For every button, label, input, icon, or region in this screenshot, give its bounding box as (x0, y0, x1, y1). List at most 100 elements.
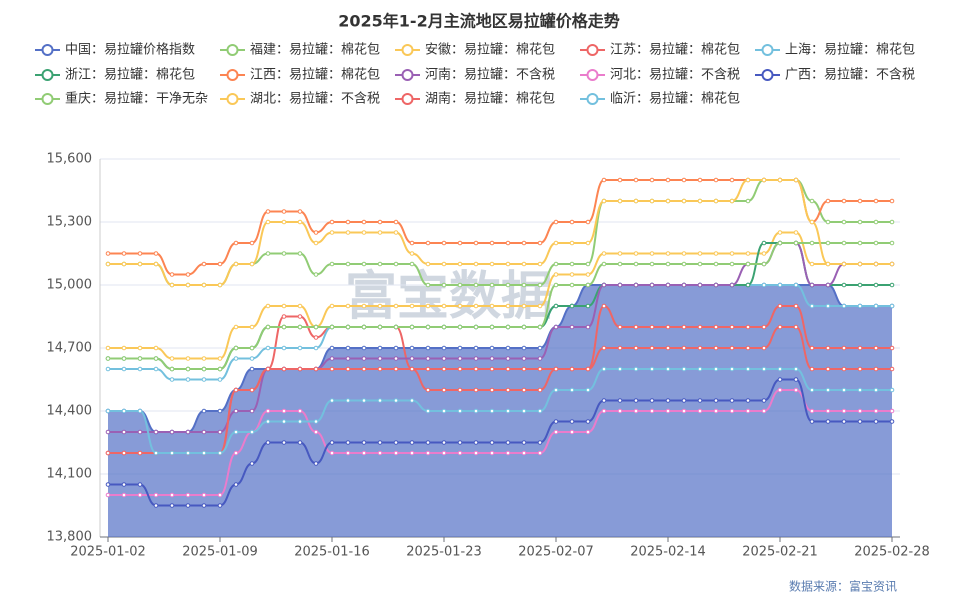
y-tick-label: 15,600 (47, 152, 93, 167)
point (729, 366, 735, 372)
point (841, 408, 847, 414)
point (329, 345, 335, 351)
point (409, 440, 415, 445)
point (441, 356, 447, 361)
point (505, 345, 511, 351)
point (441, 440, 447, 445)
point (185, 492, 191, 498)
point (649, 282, 655, 288)
point (585, 240, 591, 246)
point (665, 251, 671, 256)
point (473, 387, 479, 393)
point (537, 366, 543, 372)
point (697, 324, 703, 330)
point (553, 324, 559, 330)
point (537, 408, 543, 414)
point (265, 209, 271, 214)
point (601, 282, 607, 288)
point (809, 261, 815, 267)
point (345, 261, 351, 267)
series-layer (105, 177, 895, 537)
point (537, 450, 543, 456)
point (841, 345, 847, 351)
point (537, 356, 543, 361)
point (489, 366, 495, 372)
point (873, 387, 879, 393)
point (297, 366, 303, 372)
point (297, 219, 303, 225)
point (681, 366, 687, 372)
point (569, 219, 575, 225)
legend-label: 江西：易拉罐：棉花包 (250, 67, 380, 83)
point (537, 440, 543, 445)
point (249, 240, 255, 246)
point (425, 345, 431, 351)
point (313, 272, 319, 277)
point (185, 503, 191, 508)
point (121, 408, 127, 414)
point (217, 492, 223, 498)
point (665, 198, 671, 204)
point (777, 240, 783, 246)
point (841, 366, 847, 372)
point (617, 408, 623, 414)
point (441, 282, 447, 288)
point (793, 387, 799, 393)
point (793, 366, 799, 372)
point (505, 356, 511, 361)
point (425, 408, 431, 414)
point (665, 324, 671, 330)
point (889, 345, 895, 351)
point (489, 303, 495, 309)
point (649, 261, 655, 267)
point (569, 387, 575, 393)
point (697, 198, 703, 204)
point (745, 261, 751, 267)
watermark: 富宝数据 (345, 267, 553, 327)
point (105, 366, 111, 372)
point (889, 366, 895, 372)
point (297, 303, 303, 309)
point (825, 282, 831, 288)
point (825, 219, 831, 225)
point (841, 282, 847, 288)
point (329, 450, 335, 456)
point (377, 366, 383, 372)
point (873, 345, 879, 351)
point (505, 261, 511, 267)
point (601, 366, 607, 372)
point (809, 303, 815, 309)
point (697, 177, 703, 183)
point (857, 240, 863, 246)
point (649, 345, 655, 351)
point (137, 492, 143, 498)
source-note: 数据来源：富宝资讯 (789, 579, 897, 594)
point (889, 261, 895, 267)
point (217, 366, 223, 372)
point (137, 261, 143, 267)
point (825, 419, 831, 424)
point (233, 387, 239, 393)
point (457, 282, 463, 288)
point (681, 324, 687, 330)
point (585, 261, 591, 267)
point (153, 261, 159, 267)
point (521, 366, 527, 372)
point (137, 345, 143, 351)
point (857, 387, 863, 393)
point (329, 324, 335, 330)
point (857, 261, 863, 267)
point (441, 240, 447, 246)
point (505, 408, 511, 414)
point (617, 282, 623, 288)
point (265, 303, 271, 309)
point (121, 345, 127, 351)
point (489, 324, 495, 330)
point (169, 356, 175, 361)
point (393, 219, 399, 225)
point (265, 345, 271, 351)
point (409, 450, 415, 456)
x-tick-label: 2025-01-09 (182, 545, 258, 560)
point (425, 387, 431, 393)
point (265, 440, 271, 445)
